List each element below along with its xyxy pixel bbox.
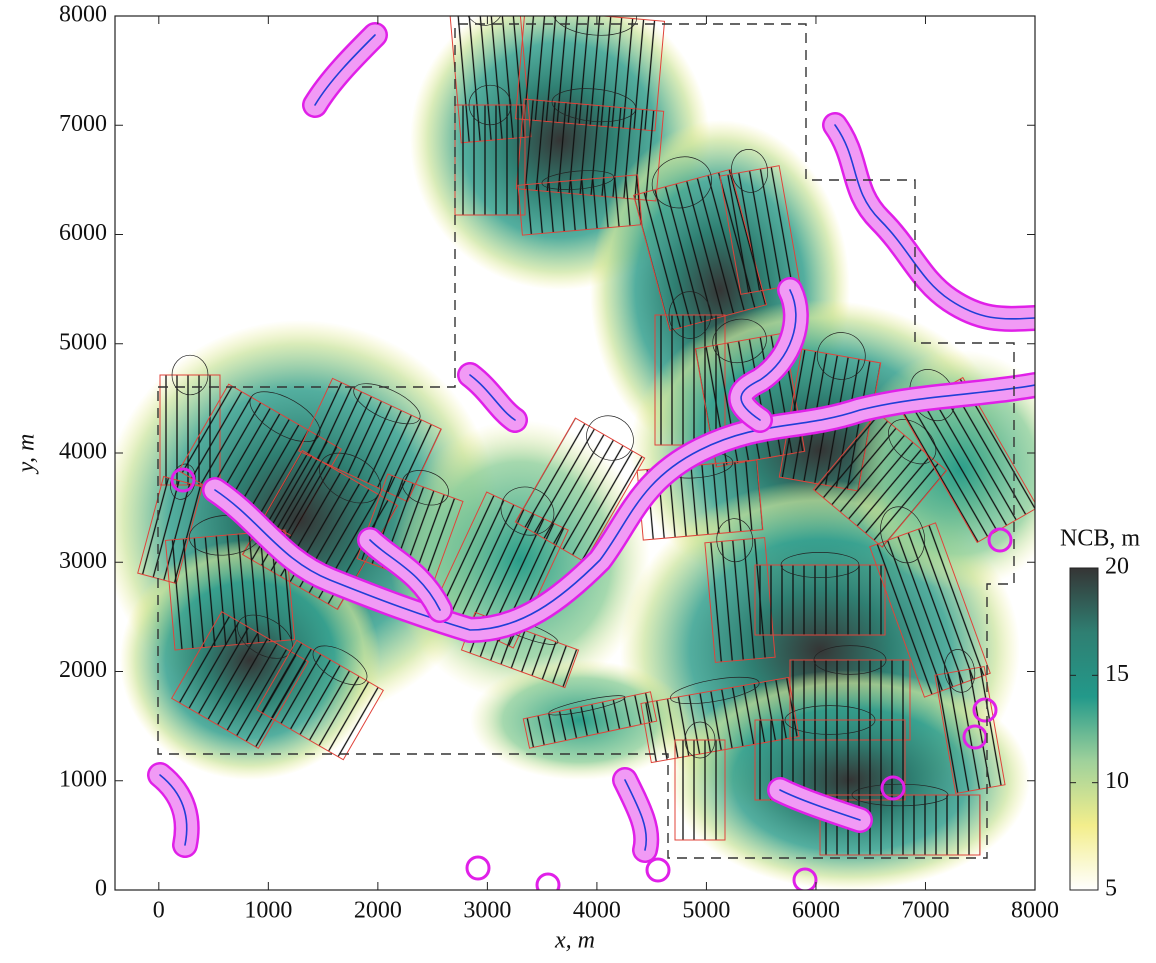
block-outline xyxy=(541,170,615,190)
block-outline xyxy=(712,318,767,364)
block-outline xyxy=(319,452,381,504)
river-inner xyxy=(304,24,386,116)
x-tick-label: 2000 xyxy=(354,898,402,924)
y-axis-label: y, m xyxy=(14,434,40,475)
block xyxy=(454,104,526,216)
river xyxy=(214,384,1035,631)
x-tick-label: 8000 xyxy=(1011,898,1059,924)
river xyxy=(624,779,648,851)
pond-buffer xyxy=(962,724,988,750)
pond-buffer xyxy=(170,467,196,493)
block-outline xyxy=(851,783,949,807)
y-tick-label: 0 xyxy=(95,876,107,902)
y-tick-label: 6000 xyxy=(59,220,107,246)
river xyxy=(469,374,516,421)
rivers xyxy=(147,22,1035,890)
block-outline xyxy=(171,354,209,396)
river xyxy=(834,124,1035,320)
block-outline xyxy=(670,676,760,705)
block-outline xyxy=(880,506,926,564)
block-outline xyxy=(552,16,638,36)
block xyxy=(298,377,442,503)
block-outline xyxy=(468,84,512,126)
x-tick-label: 0 xyxy=(153,898,165,924)
colorbar-tick-label: 10 xyxy=(1105,768,1129,794)
river xyxy=(740,289,797,421)
block-outline xyxy=(551,88,637,123)
y-tick-label: 5000 xyxy=(59,329,107,355)
block-outline xyxy=(816,332,866,380)
x-tick-label: 4000 xyxy=(573,898,621,924)
block xyxy=(522,691,658,749)
colorbar-tick-label: 20 xyxy=(1105,554,1129,580)
pond-buffer xyxy=(972,697,998,723)
block xyxy=(256,639,384,761)
x-tick-label: 5000 xyxy=(682,898,730,924)
river xyxy=(779,789,861,821)
block-outline xyxy=(813,645,887,675)
colorbar xyxy=(1069,567,1099,891)
pond-buffer xyxy=(987,527,1013,553)
river-inner xyxy=(149,764,198,856)
block xyxy=(812,412,948,548)
block-outline xyxy=(716,518,754,563)
block-outline xyxy=(668,291,712,339)
x-tick-label: 1000 xyxy=(244,898,292,924)
block xyxy=(754,564,886,636)
block-outline xyxy=(353,383,421,425)
y-tick-label: 7000 xyxy=(59,111,107,137)
x-axis-label: x, m xyxy=(554,928,595,954)
x-tick-label: 7000 xyxy=(901,898,949,924)
pond-buffer xyxy=(645,857,671,883)
block-outline xyxy=(651,156,712,209)
x-tick-label: 3000 xyxy=(463,898,511,924)
block-outline xyxy=(784,705,876,735)
colorbar-tick-label: 15 xyxy=(1105,661,1129,687)
river xyxy=(159,774,188,846)
block xyxy=(514,417,646,563)
block-outline xyxy=(684,721,716,759)
block-outline xyxy=(401,470,449,506)
y-tick-label: 1000 xyxy=(59,766,107,792)
colorbar-tick-label: 5 xyxy=(1105,876,1117,902)
block-outline xyxy=(780,552,860,578)
river xyxy=(314,34,376,106)
pond-buffer xyxy=(535,872,561,890)
block-outline xyxy=(586,415,634,461)
block-outline xyxy=(548,695,626,716)
colorbar-label: NCB, m xyxy=(1060,526,1140,552)
pond-buffer xyxy=(792,867,818,890)
block-outline xyxy=(312,645,368,686)
block-outline xyxy=(462,16,506,26)
block-outline xyxy=(731,149,769,193)
map-layer xyxy=(115,16,1035,890)
pond-buffer xyxy=(880,775,906,801)
y-tick-label: 3000 xyxy=(59,548,107,574)
x-tick-label: 6000 xyxy=(792,898,840,924)
block xyxy=(674,739,726,841)
block-outline xyxy=(943,649,976,693)
block xyxy=(517,174,643,236)
boundary xyxy=(157,23,1015,859)
survey-blocks xyxy=(137,16,1035,856)
y-tick-label: 4000 xyxy=(59,439,107,465)
pond-buffer xyxy=(465,855,491,881)
river xyxy=(369,539,441,611)
block xyxy=(719,165,801,295)
y-tick-label: 2000 xyxy=(59,657,107,683)
y-tick-label: 8000 xyxy=(59,2,107,28)
